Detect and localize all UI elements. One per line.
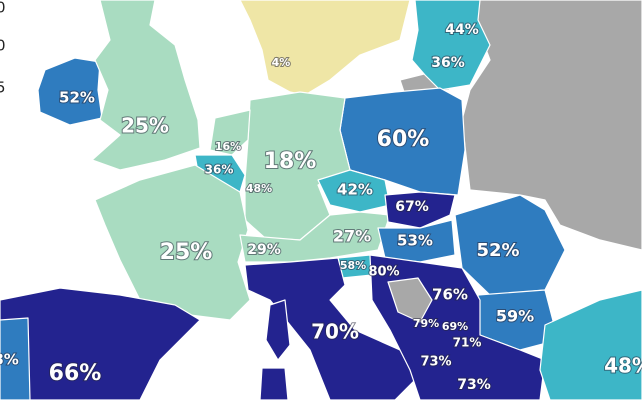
region-label: 36% [205, 163, 234, 177]
region-teal [411, 0, 491, 91]
region-label: 27% [333, 227, 371, 246]
region-navy [265, 299, 291, 361]
region-label: 53% [397, 232, 433, 250]
region-label: 42% [337, 181, 373, 199]
region-gray [387, 277, 433, 323]
region-green [94, 164, 251, 321]
region-label: 36% [431, 55, 465, 71]
region-label: 25% [121, 114, 169, 138]
region-label: 71% [453, 336, 482, 350]
region-label: 8% [0, 351, 19, 369]
region-label: 58% [340, 259, 366, 272]
region-label: 48% [604, 354, 642, 378]
region-label: 59% [496, 307, 534, 326]
region-label: 4% [272, 56, 291, 69]
region-navy [384, 191, 456, 229]
region-navy [259, 367, 289, 400]
region-label: 73% [457, 377, 491, 393]
region-label: 66% [49, 361, 102, 386]
region-label: 70% [311, 320, 359, 344]
region-label: 76% [432, 286, 468, 304]
region-label: 44% [445, 22, 479, 38]
region-blue [0, 317, 31, 400]
region-label: 18% [264, 149, 317, 174]
region-label: 25% [160, 240, 213, 265]
region-label: 79% [413, 317, 439, 330]
legend-fragment: 0 [0, 0, 6, 17]
region-label: 73% [420, 355, 451, 370]
legend-fragment: 0 [0, 37, 6, 55]
region-label: 60% [377, 127, 430, 152]
region-label: 80% [368, 265, 399, 280]
legend-fragment: 5 [0, 79, 6, 97]
region-teal [539, 289, 642, 400]
region-blue [454, 194, 566, 296]
region-label: 16% [215, 140, 241, 153]
region-label: 48% [246, 182, 272, 195]
region-label: 52% [476, 240, 519, 261]
region-label: 52% [59, 89, 95, 107]
region-navy [0, 287, 201, 400]
region-green [91, 0, 201, 171]
region-green [209, 109, 251, 156]
region-label: 67% [395, 199, 429, 215]
region-label: 69% [442, 320, 468, 333]
region-label: 29% [247, 242, 281, 258]
